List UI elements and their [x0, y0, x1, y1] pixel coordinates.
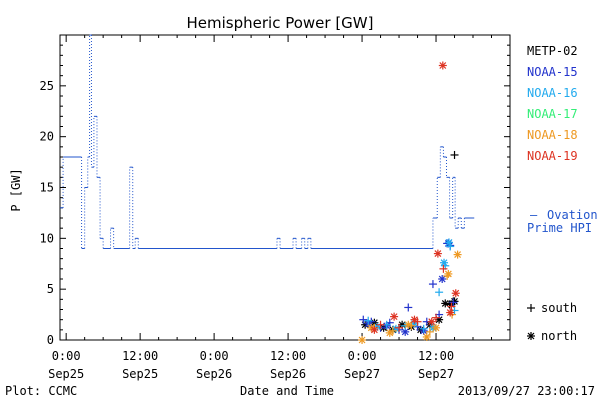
ovation-label-line1: Ovation: [547, 208, 598, 222]
y-axis-ticks: 0 5 10 15 20 25: [40, 44, 510, 347]
timestamp: 2013/09/27 23:00:17: [458, 384, 595, 398]
data-point-north: [432, 323, 441, 332]
data-point-south: [376, 320, 385, 329]
y-tick-label: 15: [40, 181, 54, 195]
x-tick-label-time: 12:00: [122, 349, 158, 363]
x-tick-label-date: Sep27: [344, 367, 380, 381]
data-point-north: [427, 317, 436, 326]
x-tick-label-date: Sep26: [196, 367, 232, 381]
ovation-label-line2: Prime HPI: [527, 221, 592, 235]
chart-title: Hemispheric Power [GW]: [187, 14, 374, 32]
x-tick-label-date: Sep25: [122, 367, 158, 381]
data-point-north: [451, 289, 460, 298]
data-point-south: [432, 313, 441, 322]
legend: METP-02 NOAA-15 NOAA-16 NOAA-17 NOAA-18 NOAA-…: [527, 44, 578, 163]
data-point-south: [450, 150, 459, 159]
data-point-south: [435, 288, 444, 297]
legend-entry: METP-02: [527, 44, 578, 58]
y-tick-label: 0: [47, 333, 54, 347]
data-point-south: [419, 324, 428, 333]
data-point-south: [364, 316, 373, 325]
marker-legend-label: north: [541, 329, 577, 343]
data-point-north: [440, 258, 449, 267]
x-axis-ticks: 0:00 Sep25 12:00 Sep25 0:00 Sep26 12:00 Sep26 0:…: [48, 35, 493, 381]
marker-legend: south north: [527, 301, 577, 343]
data-point-north: [433, 249, 442, 258]
x-tick-label-date: Sep26: [270, 367, 306, 381]
satellite-markers: [358, 61, 462, 344]
data-point-north: [410, 315, 419, 324]
data-point-north: [404, 320, 413, 329]
legend-entry: NOAA-19: [527, 149, 578, 163]
x-axis-label: Date and Time: [240, 384, 334, 398]
x-tick-label-time: 0:00: [348, 349, 377, 363]
data-point-north: [441, 299, 450, 308]
x-tick-label-time: 12:00: [270, 349, 306, 363]
data-point-south: [428, 280, 437, 289]
legend-entry: NOAA-18: [527, 128, 578, 142]
x-tick-label-time: 0:00: [200, 349, 229, 363]
north-marker-icon: [527, 332, 535, 340]
legend-entry: NOAA-15: [527, 65, 578, 79]
data-point-south: [439, 264, 448, 273]
y-tick-label: 20: [40, 130, 54, 144]
data-point-north: [444, 238, 453, 247]
x-tick-label-time: 0:00: [52, 349, 81, 363]
plot-credit: Plot: CCMC: [5, 384, 77, 398]
plot-frame: [59, 34, 511, 341]
x-tick-label-time: 12:00: [418, 349, 454, 363]
data-point-north: [438, 275, 447, 283]
data-point-north: [450, 297, 459, 306]
ovation-dash: —: [530, 208, 538, 222]
data-point-north: [422, 332, 431, 341]
ovation-series: [60, 34, 475, 249]
y-tick-label: 25: [40, 79, 54, 93]
data-point-north: [444, 269, 453, 278]
data-point-south: [395, 323, 404, 332]
data-point-north: [446, 308, 455, 317]
data-point-south: [404, 303, 413, 312]
data-point-north: [390, 312, 399, 321]
data-point-south: [449, 298, 458, 307]
marker-legend-label: south: [541, 301, 577, 315]
data-point-north: [358, 336, 367, 344]
legend-entry: NOAA-16: [527, 86, 578, 100]
data-point-north: [385, 328, 394, 337]
data-point-north: [438, 61, 447, 70]
y-axis-label: P [GW]: [9, 168, 23, 211]
x-tick-label-date: Sep27: [418, 367, 454, 381]
legend-entry: NOAA-17: [527, 107, 578, 121]
y-tick-label: 5: [47, 282, 54, 296]
data-point-south: [447, 302, 456, 311]
data-point-north: [453, 250, 462, 259]
data-point-north: [370, 325, 379, 334]
y-tick-label: 10: [40, 231, 54, 245]
x-tick-label-date: Sep25: [48, 367, 84, 381]
south-marker-icon: [527, 304, 535, 312]
data-point-south: [359, 315, 368, 324]
